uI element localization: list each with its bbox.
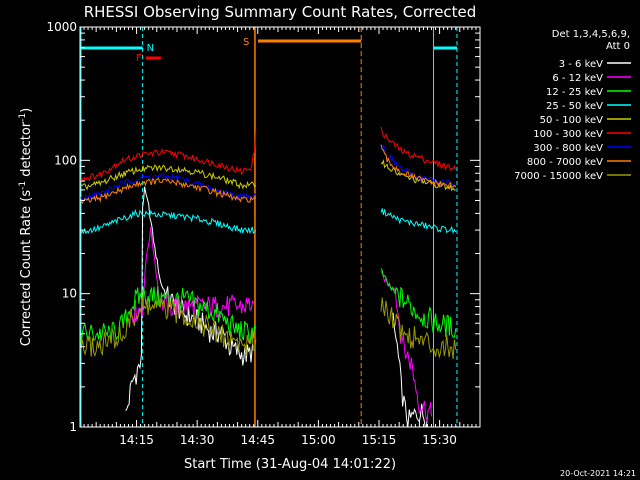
series-line <box>380 268 457 338</box>
series-line <box>80 164 257 191</box>
legend-entry-label: 50 - 100 keV <box>540 115 604 126</box>
series-line <box>380 270 432 421</box>
plot-frame <box>79 26 481 428</box>
series-line <box>380 208 457 235</box>
y-tick-label: 1 <box>69 420 77 434</box>
legend-entry-label: 800 - 7000 keV <box>527 157 603 168</box>
legend-entry-label: 7000 - 15000 keV <box>514 171 603 182</box>
series-line <box>380 126 457 171</box>
legend-entry-label: 6 - 12 keV <box>552 73 603 84</box>
series-line <box>80 129 257 183</box>
series-2 <box>128 226 432 421</box>
x-tick-label: 15:15 <box>362 433 397 447</box>
y-axis-label-part: detector <box>19 121 34 181</box>
legend-entry-label: 300 - 800 keV <box>533 143 603 154</box>
series-9 <box>80 296 457 360</box>
legend-entry-label: 12 - 25 keV <box>546 87 603 98</box>
series-layer <box>80 126 457 427</box>
chart-title: RHESSI Observing Summary Count Rates, Co… <box>84 3 477 21</box>
legend-header: Att 0 <box>606 41 630 52</box>
x-tick-label: 14:15 <box>119 433 154 447</box>
x-tick-label: 15:00 <box>301 433 336 447</box>
series-line <box>80 208 257 235</box>
flag-label-f: F <box>136 53 142 64</box>
legend-entry-label: 25 - 50 keV <box>546 101 603 112</box>
x-axis-label: Start Time (31-Aug-04 14:01:22) <box>184 457 396 472</box>
series-line <box>128 226 255 324</box>
generation-date: 20-Oct-2021 14:21 <box>560 469 636 478</box>
series-line <box>380 297 457 360</box>
x-tick-label: 14:30 <box>180 433 215 447</box>
legend-entry-label: 100 - 300 keV <box>533 129 603 140</box>
series-line <box>80 286 257 345</box>
axis-ticks: 14:15 14:30 14:45 15:00 15:15 15:30 1 10 100 1000 <box>46 20 480 447</box>
y-axis-label-part: Corrected Count Rate (s <box>19 190 34 347</box>
legend-entry-label: 3 - 6 keV <box>559 59 603 70</box>
flag-label-n: N <box>147 43 154 54</box>
y-axis-label-exponent: -1 <box>18 113 28 122</box>
series-8 <box>80 144 457 204</box>
x-tick-label: 14:45 <box>240 433 275 447</box>
flag-label-s: S <box>243 37 249 48</box>
legend: Det 1,3,4,5,6,9,Att 03 - 6 keV 6 - 12 keV… <box>514 29 631 182</box>
y-tick-label: 100 <box>54 153 77 167</box>
series-line <box>380 144 457 190</box>
series-6 <box>80 126 457 183</box>
y-axis-label-part: ) <box>19 108 34 113</box>
series-line <box>80 172 257 202</box>
y-tick-label: 1000 <box>46 20 77 34</box>
legend-header: Det 1,3,4,5,6,9, <box>552 29 630 40</box>
y-axis-label: Corrected Count Rate (s-1 detector-1) <box>18 108 34 346</box>
y-axis-label-exponent: -1 <box>18 181 28 190</box>
series-line <box>125 186 255 411</box>
series-3 <box>80 268 457 345</box>
y-tick-label: 10 <box>62 287 77 301</box>
series-line <box>80 296 257 357</box>
observing-flag-markers: NF S <box>80 27 458 427</box>
series-line <box>80 177 257 204</box>
series-4 <box>80 208 457 235</box>
x-tick-label: 15:30 <box>422 433 457 447</box>
